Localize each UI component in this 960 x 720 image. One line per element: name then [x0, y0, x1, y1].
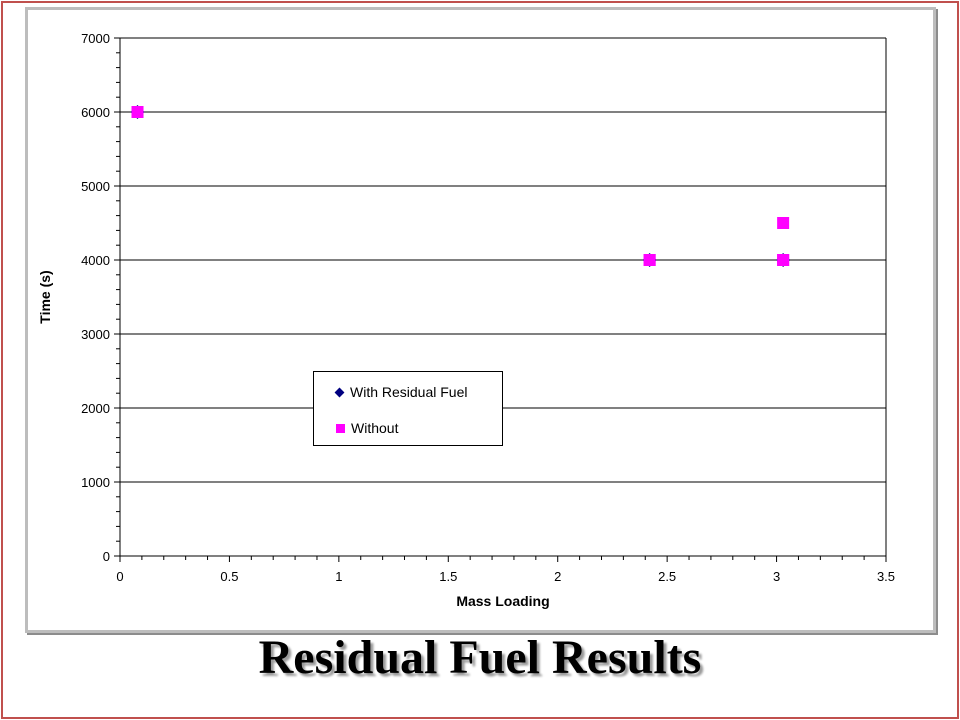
y-tick-label: 4000	[81, 253, 110, 268]
x-tick-label: 3	[773, 569, 780, 584]
x-axis-title: Mass Loading	[456, 593, 549, 609]
y-tick-label: 1000	[81, 475, 110, 490]
chart-legend: With Residual Fuel Without	[313, 371, 503, 446]
x-tick-label: 0	[116, 569, 123, 584]
data-point-without-overlay	[131, 106, 144, 118]
y-tick-label: 3000	[81, 327, 110, 342]
tick-labels: 0 1000 2000 3000 4000 5000 6000 7000 0 0.5 1 1.5 2 2.…	[81, 31, 895, 584]
y-axis-title: Time (s)	[37, 270, 53, 323]
y-tick-label: 0	[103, 549, 110, 564]
legend-item-without: Without	[336, 419, 398, 437]
x-tick-label: 0.5	[220, 569, 238, 584]
y-tick-label: 7000	[81, 31, 110, 46]
scatter-chart: 0 1000 2000 3000 4000 5000 6000 7000 0 0.5 1 1.5 2 2.…	[37, 31, 895, 609]
y-tick-label: 5000	[81, 179, 110, 194]
diamond-marker-icon	[334, 387, 345, 397]
data-point-without-overlay	[777, 254, 790, 266]
square-marker-icon	[336, 423, 345, 433]
slide-title: Residual Fuel Results	[258, 631, 702, 684]
y-tick-label: 6000	[81, 105, 110, 120]
grid-lines	[120, 37, 886, 483]
axes	[114, 37, 887, 562]
y-tick-label: 2000	[81, 401, 110, 416]
x-tick-label: 1	[335, 569, 342, 584]
x-tick-label: 1.5	[439, 569, 457, 584]
x-tick-label: 3.5	[877, 569, 895, 584]
x-tick-label: 2.5	[658, 569, 676, 584]
data-point-without-overlay	[643, 254, 656, 266]
legend-label: With Residual Fuel	[350, 384, 468, 400]
legend-label: Without	[351, 420, 399, 436]
x-tick-label: 2	[554, 569, 561, 584]
legend-item-with-residual-fuel: With Residual Fuel	[334, 383, 468, 401]
chart-panel: 0 1000 2000 3000 4000 5000 6000 7000 0 0.5 1 1.5 2 2.…	[25, 7, 936, 633]
data-point-without	[777, 217, 790, 229]
data-points	[130, 105, 791, 267]
